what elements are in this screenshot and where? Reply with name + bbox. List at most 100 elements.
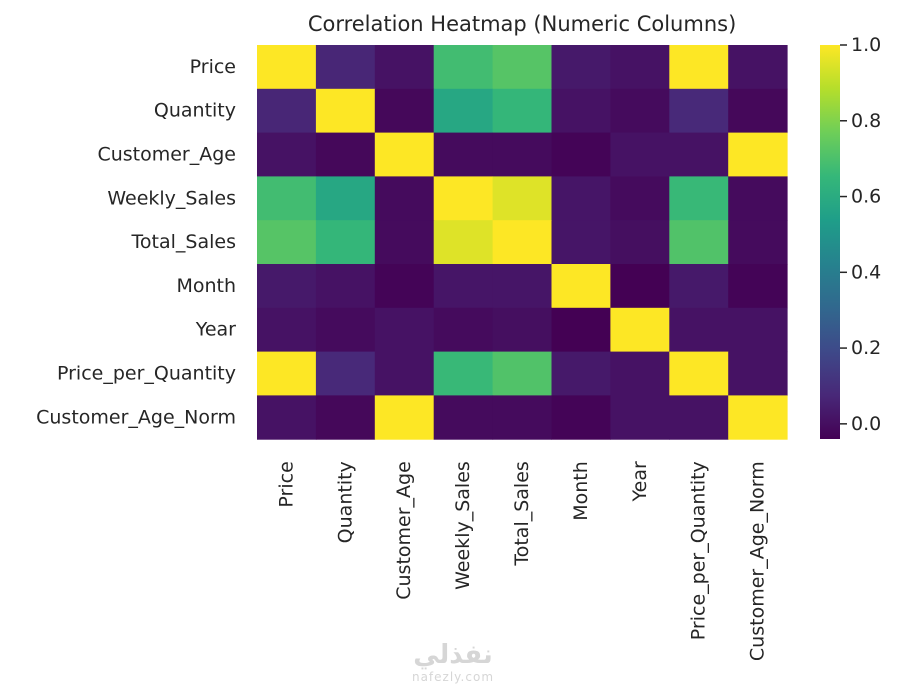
chart-title: Correlation Heatmap (Numeric Columns) (308, 12, 736, 36)
row-labels: Price Quantity Customer_Age Weekly_Sales Tot… (36, 56, 236, 428)
heatmap-cell (433, 88, 494, 134)
heatmap-cell (315, 307, 376, 353)
heatmap-cell (433, 307, 494, 353)
watermark-url: nafezly.com (411, 670, 495, 684)
column-labels: Price Quantity Customer_Age Weekly_Sales Tot… (275, 461, 768, 661)
heatmap-cell (669, 307, 729, 353)
heatmap-cell (669, 176, 729, 221)
heatmap-cell (551, 88, 611, 134)
column-label: Price_per_Quantity (688, 461, 710, 640)
heatmap-cell (669, 264, 729, 309)
row-label: Price (190, 56, 236, 78)
heatmap-cell (728, 220, 788, 265)
column-label: Month (570, 461, 592, 521)
heatmap-cell (728, 307, 788, 353)
heatmap-cell (610, 395, 670, 440)
heatmap-cell (315, 45, 376, 90)
heatmap-cell (374, 351, 435, 396)
heatmap-cell (374, 176, 435, 221)
colorbar-tick-label: 0.2 (851, 337, 881, 359)
heatmap-cell (374, 395, 435, 440)
heatmap-cell (257, 307, 317, 353)
heatmap-cell (551, 220, 611, 265)
heatmap-cell (492, 45, 552, 90)
heatmap-cell (433, 264, 494, 309)
heatmap-cell (728, 88, 788, 134)
heatmap-cell (374, 307, 435, 353)
watermark: نفذلي nafezly.com (398, 640, 508, 684)
heatmap-cell (492, 176, 552, 221)
column-label: Year (629, 461, 651, 502)
heatmap-cell (551, 45, 611, 90)
heatmap-cell (433, 176, 494, 221)
heatmap-cells (257, 45, 788, 440)
heatmap-cell (257, 395, 317, 440)
row-label: Month (176, 275, 236, 297)
heatmap-cell (728, 395, 788, 440)
heatmap-cell (492, 307, 552, 353)
heatmap-cell (315, 88, 376, 134)
heatmap-cell (374, 132, 435, 177)
heatmap-cell (610, 307, 670, 353)
heatmap-cell (728, 45, 788, 90)
colorbar-tick-label: 1.0 (851, 34, 881, 56)
heatmap-cell (728, 132, 788, 177)
colorbar: 0.0 0.2 0.4 0.6 0.8 1.0 (820, 34, 881, 439)
heatmap-cell (374, 220, 435, 265)
heatmap-cell (257, 264, 317, 309)
heatmap-cell (728, 176, 788, 221)
heatmap-cell (257, 132, 317, 177)
heatmap-cell (669, 45, 729, 90)
heatmap-cell (551, 351, 611, 396)
heatmap-cell (669, 132, 729, 177)
column-label: Customer_Age (393, 461, 415, 600)
heatmap-cell (492, 220, 552, 265)
row-label: Price_per_Quantity (57, 363, 236, 385)
column-label: Price (275, 461, 297, 507)
heatmap-cell (257, 220, 317, 265)
heatmap-cell (315, 395, 376, 440)
row-label: Total_Sales (131, 231, 236, 253)
heatmap-cell (315, 176, 376, 221)
row-label: Weekly_Sales (107, 187, 236, 209)
watermark-logo: نفذلي (413, 640, 493, 670)
heatmap-cell (610, 132, 670, 177)
heatmap-cell (257, 45, 317, 90)
heatmap-cell (551, 395, 611, 440)
heatmap-cell (610, 176, 670, 221)
colorbar-tick-label: 0.6 (851, 186, 881, 208)
colorbar-tick-label: 0.4 (851, 261, 881, 283)
heatmap-cell (257, 176, 317, 221)
heatmap-cell (374, 45, 435, 90)
row-label: Customer_Age_Norm (36, 406, 236, 428)
heatmap-cell (433, 351, 494, 396)
heatmap-cell (257, 88, 317, 134)
heatmap-cell (315, 132, 376, 177)
row-label: Customer_Age (97, 144, 236, 166)
heatmap-cell (315, 351, 376, 396)
heatmap-cell (315, 220, 376, 265)
colorbar-gradient (820, 45, 840, 439)
row-label: Year (195, 319, 236, 341)
heatmap-cell (669, 88, 729, 134)
colorbar-tick-label: 0.0 (851, 413, 881, 435)
heatmap-cell (257, 351, 317, 396)
heatmap-cell (492, 132, 552, 177)
column-label: Weekly_Sales (452, 461, 474, 590)
heatmap-cell (551, 264, 611, 309)
heatmap-cell (433, 395, 494, 440)
heatmap-cell (433, 132, 494, 177)
heatmap-cell (610, 351, 670, 396)
heatmap-cell (610, 45, 670, 90)
heatmap-cell (433, 45, 494, 90)
heatmap-cell (374, 88, 435, 134)
heatmap-cell (669, 395, 729, 440)
heatmap-cell (492, 88, 552, 134)
heatmap-cell (551, 132, 611, 177)
heatmap-cell (610, 264, 670, 309)
heatmap-cell (728, 264, 788, 309)
heatmap-cell (610, 220, 670, 265)
column-label: Quantity (334, 461, 356, 543)
heatmap-cell (669, 351, 729, 396)
